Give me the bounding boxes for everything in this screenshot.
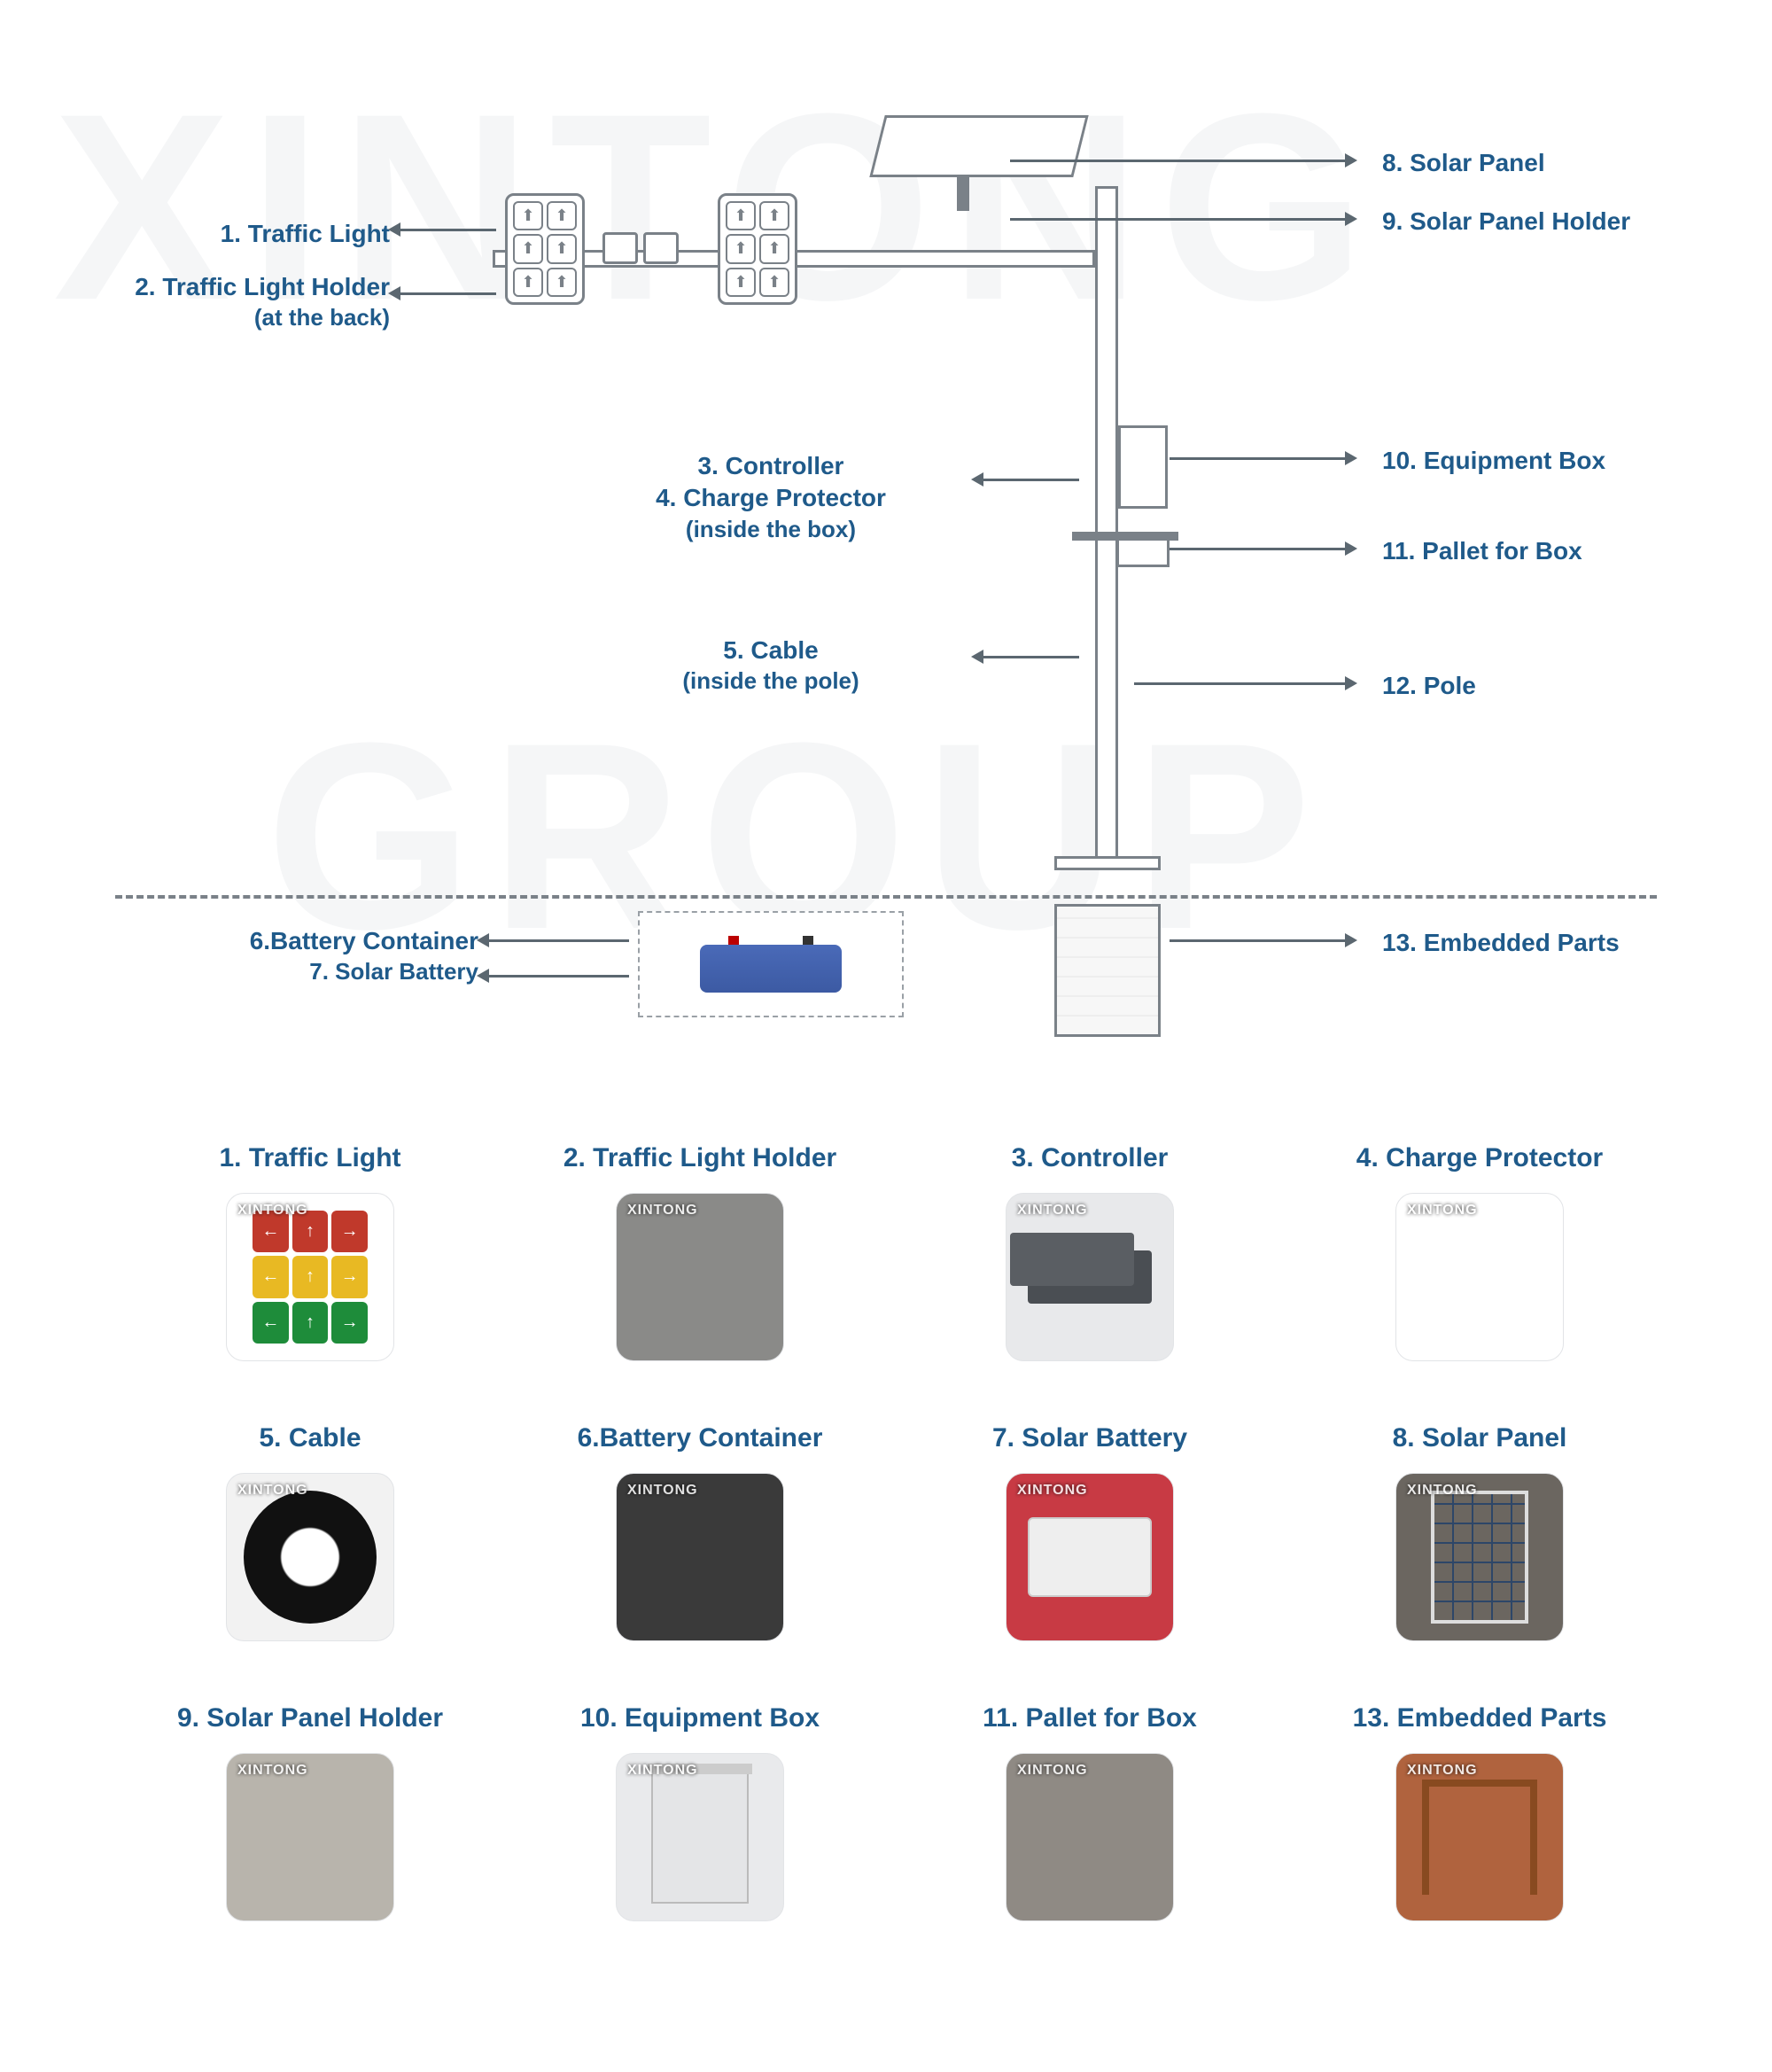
arrow-head-icon	[1345, 933, 1357, 947]
arrow-head-icon	[388, 222, 400, 237]
pallet-brace-icon	[1116, 541, 1170, 567]
label-subtext: (inside the pole)	[682, 666, 859, 697]
foundation-icon	[1054, 904, 1161, 1037]
part-card: 6.Battery Container XINTONG	[532, 1423, 868, 1641]
part-thumbnail: XINTONG	[1395, 1753, 1564, 1921]
part-thumbnail: XINTONG	[1006, 1753, 1174, 1921]
arrow-head-icon	[1345, 676, 1357, 690]
part-thumbnail: XINTONG	[1395, 1193, 1564, 1361]
solar-panel-icon	[869, 115, 1088, 177]
part-title: 5. Cable	[259, 1423, 361, 1453]
part-card: 13. Embedded Parts XINTONG	[1311, 1703, 1648, 1921]
part-title: 8. Solar Panel	[1393, 1423, 1567, 1453]
label-solar-panel-holder: 9. Solar Panel Holder	[1382, 206, 1630, 238]
part-title: 3. Controller	[1012, 1143, 1169, 1173]
label-text: 4. Charge Protector	[656, 484, 886, 511]
arrow-line	[1010, 218, 1347, 221]
part-title: 9. Solar Panel Holder	[177, 1703, 443, 1733]
label-traffic-light-holder: 2. Traffic Light Holder (at the back)	[135, 271, 390, 333]
label-battery-container: 6.Battery Container 7. Solar Battery	[250, 925, 478, 987]
part-card: 4. Charge Protector XINTONG	[1311, 1143, 1648, 1361]
part-title: 1. Traffic Light	[219, 1143, 400, 1173]
traffic-signal-icon: ⬆⬆⬆⬆⬆⬆	[505, 193, 585, 305]
part-title: 2. Traffic Light Holder	[563, 1143, 836, 1173]
part-thumbnail: XINTONG	[616, 1753, 784, 1921]
part-title: 6.Battery Container	[578, 1423, 823, 1453]
arrow-head-icon	[477, 969, 489, 983]
arrow-line	[399, 229, 496, 231]
label-embedded-parts: 13. Embedded Parts	[1382, 927, 1620, 959]
label-text: 7. Solar Battery	[250, 957, 478, 987]
battery-icon	[700, 945, 842, 993]
bracket-icon	[602, 232, 638, 264]
arrow-head-icon	[1345, 212, 1357, 226]
part-card: 9. Solar Panel Holder XINTONG	[142, 1703, 478, 1921]
equipment-box-icon	[1118, 425, 1168, 509]
label-subtext: (inside the box)	[656, 515, 886, 545]
arrow-head-icon	[1345, 451, 1357, 465]
part-thumbnail: ←↑→←↑→←↑→XINTONG	[226, 1193, 394, 1361]
part-thumbnail: XINTONG	[226, 1753, 394, 1921]
label-text: 3. Controller	[698, 452, 844, 479]
part-card: 7. Solar Battery XINTONG	[921, 1423, 1258, 1641]
part-card: 2. Traffic Light Holder XINTONG	[532, 1143, 868, 1361]
part-card: 1. Traffic Light ←↑→←↑→←↑→XINTONG	[142, 1143, 478, 1361]
traffic-signal-icon: ⬆⬆⬆⬆⬆⬆	[718, 193, 797, 305]
pole-icon	[1095, 186, 1118, 860]
part-card: 8. Solar Panel XINTONG	[1311, 1423, 1648, 1641]
arrow-line	[1134, 682, 1347, 685]
label-cable: 5. Cable (inside the pole)	[682, 635, 859, 697]
part-card: 3. Controller XINTONG	[921, 1143, 1258, 1361]
part-card: 5. Cable XINTONG	[142, 1423, 478, 1641]
arrow-line	[982, 479, 1079, 481]
ground-line-icon	[115, 895, 1657, 899]
label-traffic-light: 1. Traffic Light	[221, 218, 390, 250]
part-thumbnail: XINTONG	[1006, 1473, 1174, 1641]
part-thumbnail: XINTONG	[1006, 1193, 1174, 1361]
part-thumbnail: XINTONG	[616, 1193, 784, 1361]
arrow-head-icon	[1345, 153, 1357, 167]
arrow-line	[1170, 939, 1347, 942]
part-thumbnail: XINTONG	[226, 1473, 394, 1641]
arrow-line	[487, 939, 629, 942]
parts-grid: 1. Traffic Light ←↑→←↑→←↑→XINTONG 2. Traff…	[142, 1143, 1648, 1921]
part-card: 11. Pallet for Box XINTONG	[921, 1703, 1258, 1921]
part-title: 7. Solar Battery	[992, 1423, 1187, 1453]
arrow-line	[399, 292, 496, 295]
label-pole: 12. Pole	[1382, 670, 1476, 702]
arrow-head-icon	[477, 933, 489, 947]
label-pallet-for-box: 11. Pallet for Box	[1382, 535, 1582, 567]
base-plate-icon	[1054, 856, 1161, 870]
diagram-area: ⬆⬆⬆⬆⬆⬆ ⬆⬆⬆⬆⬆⬆ 1. Traffic Light 2. Traffic…	[0, 0, 1772, 1090]
arrow-head-icon	[971, 472, 983, 487]
arrow-head-icon	[1345, 541, 1357, 556]
arrow-head-icon	[388, 286, 400, 300]
label-controller: 3. Controller 4. Charge Protector (insid…	[656, 450, 886, 545]
part-thumbnail: XINTONG	[1395, 1473, 1564, 1641]
arrow-line	[1010, 160, 1347, 162]
label-text: 6.Battery Container	[250, 927, 478, 954]
pallet-icon	[1072, 532, 1178, 541]
label-equipment-box: 10. Equipment Box	[1382, 445, 1605, 477]
part-card: 10. Equipment Box XINTONG	[532, 1703, 868, 1921]
arrow-line	[1170, 548, 1347, 550]
bracket-icon	[643, 232, 679, 264]
arrow-line	[1170, 457, 1347, 460]
part-title: 4. Charge Protector	[1356, 1143, 1603, 1173]
part-thumbnail: XINTONG	[616, 1473, 784, 1641]
label-text: 2. Traffic Light Holder	[135, 273, 390, 300]
label-subtext: (at the back)	[135, 303, 390, 333]
part-title: 11. Pallet for Box	[983, 1703, 1197, 1733]
arrow-head-icon	[971, 650, 983, 664]
arrow-line	[487, 975, 629, 978]
part-title: 10. Equipment Box	[580, 1703, 820, 1733]
solar-post-icon	[957, 175, 969, 211]
label-solar-panel: 8. Solar Panel	[1382, 147, 1545, 179]
arrow-line	[982, 656, 1079, 658]
part-title: 13. Embedded Parts	[1353, 1703, 1607, 1733]
label-text: 5. Cable	[723, 636, 818, 664]
